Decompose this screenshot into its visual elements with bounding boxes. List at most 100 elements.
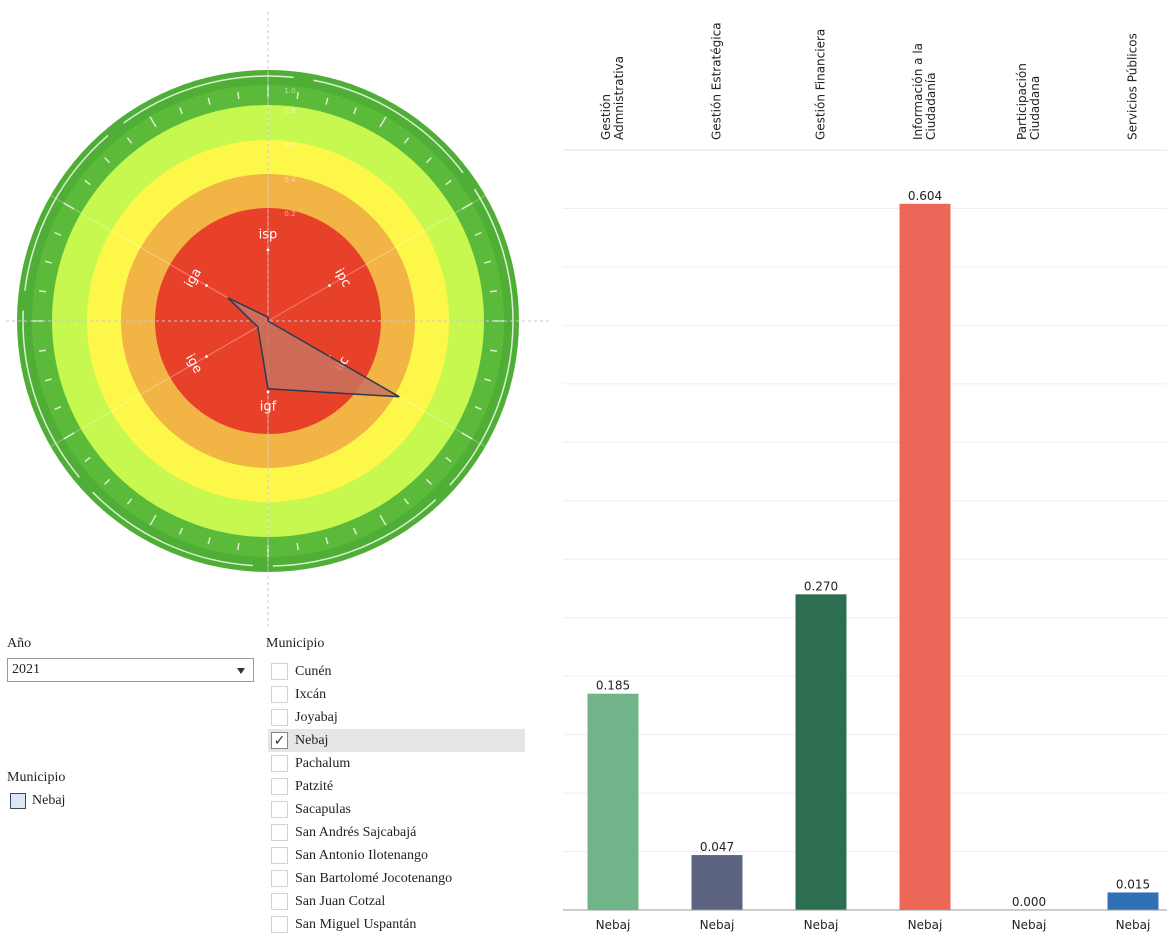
- municipio-option[interactable]: San Antonio Ilotenango: [268, 844, 525, 867]
- radar-tick: [461, 432, 473, 440]
- radar-tick: [126, 137, 133, 144]
- bar-1[interactable]: [691, 855, 743, 910]
- checkbox-icon[interactable]: [271, 709, 288, 726]
- bar-chart-svg: Gestión Admnistrativa 0.185 Nebaj Gestión Es…: [563, 22, 1167, 932]
- column-header-5: Servicios Públicos: [1126, 33, 1140, 140]
- radar-tick: [207, 537, 211, 545]
- radar-tick: [425, 478, 432, 485]
- bar-value-label-2: 0.270: [804, 579, 838, 593]
- radar-spoke: [50, 320, 269, 447]
- column-header-1: Gestión Estratégica: [710, 22, 724, 140]
- legend-title: Municipio: [7, 770, 66, 785]
- radar-tick: [403, 137, 410, 144]
- municipio-option[interactable]: Cunén: [268, 660, 525, 683]
- radar-scale-label: 0.4: [284, 176, 296, 184]
- radar-tick: [44, 378, 52, 382]
- radar-tick: [484, 378, 492, 382]
- radar-tick: [403, 498, 410, 505]
- bar-0[interactable]: [587, 693, 639, 910]
- radar-tick: [425, 157, 432, 164]
- checkbox-icon[interactable]: [271, 870, 288, 887]
- radar-spoke: [267, 195, 486, 322]
- checkbox-icon[interactable]: [271, 893, 288, 910]
- dropdown-caret-icon[interactable]: [237, 668, 245, 674]
- radar-tick: [126, 498, 133, 505]
- bar-value-label-3: 0.604: [908, 189, 942, 203]
- radar-axis-dot: [328, 284, 331, 287]
- radar-tick: [489, 349, 498, 352]
- radar-tick: [207, 97, 211, 105]
- municipio-option[interactable]: San Juan Cotzal: [268, 890, 525, 913]
- radar-tick: [38, 349, 47, 352]
- municipio-option-label: Joyabaj: [295, 709, 338, 725]
- bar-value-label-0: 0.185: [596, 679, 630, 693]
- municipio-option[interactable]: Joyabaj: [268, 706, 525, 729]
- radar-svg: ispipciicigfigeiga0.20.40.60.81.0: [6, 12, 552, 626]
- column-header-text: Información a la: [911, 43, 925, 140]
- bar-3[interactable]: [899, 203, 951, 911]
- municipio-option-label: San Bartolomé Jocotenango: [295, 870, 453, 886]
- radar-tick: [445, 456, 452, 463]
- radar-axis-dot: [266, 248, 270, 252]
- year-dropdown[interactable]: 2021: [7, 658, 254, 682]
- bar-chart: Gestión Admnistrativa 0.185 Nebaj Gestión Es…: [563, 0, 1167, 935]
- checkbox-icon[interactable]: [271, 778, 288, 795]
- municipio-option[interactable]: Sacapulas: [268, 798, 525, 821]
- radar-tick: [178, 527, 183, 535]
- municipio-option-label: Cunén: [295, 663, 332, 679]
- year-filter-label: Año: [7, 636, 32, 651]
- municipio-option[interactable]: San Bartolomé Jocotenango: [268, 867, 525, 890]
- municipio-option-label: Patzité: [295, 778, 334, 794]
- municipio-option-label: San Andrés Sajcabajá: [295, 824, 417, 840]
- checkbox-icon[interactable]: [271, 916, 288, 933]
- checkbox-icon[interactable]: [271, 801, 288, 818]
- column-header-2: Gestión Financiera: [814, 29, 828, 140]
- bar-x-label-2: Nebaj: [804, 918, 839, 932]
- checkbox-icon[interactable]: [271, 686, 288, 703]
- municipio-option[interactable]: San Miguel Uspantán: [268, 913, 525, 935]
- legend-item[interactable]: Nebaj: [10, 792, 65, 810]
- checkbox-icon[interactable]: [271, 847, 288, 864]
- radar-tick: [484, 260, 492, 264]
- radar-tick: [44, 260, 52, 264]
- radar-axis-dot: [205, 284, 208, 287]
- radar-tick: [296, 542, 299, 551]
- bar-value-label-4: 0.000: [1012, 895, 1046, 909]
- column-header-text: Gestión: [599, 94, 613, 140]
- radar-scale-label: 0.8: [284, 107, 295, 115]
- bar-5[interactable]: [1107, 892, 1159, 910]
- bar-value-label-1: 0.047: [700, 840, 734, 854]
- checkbox-icon[interactable]: [271, 824, 288, 841]
- radar-tick: [379, 514, 387, 526]
- column-header-text: Admnistrativa: [612, 56, 626, 140]
- radar-tick: [149, 116, 157, 128]
- radar-tick: [63, 202, 75, 210]
- bar-2[interactable]: [795, 594, 847, 910]
- radar-tick: [54, 231, 62, 236]
- radar-tick: [237, 542, 240, 551]
- radar-tick: [379, 116, 387, 128]
- radar-tick: [474, 231, 482, 236]
- checkbox-icon[interactable]: [271, 755, 288, 772]
- radar-data-polygon[interactable]: [227, 297, 400, 398]
- municipio-option-label: San Antonio Ilotenango: [295, 847, 428, 863]
- municipio-option[interactable]: Pachalum: [268, 752, 525, 775]
- municipio-option-label: Ixcán: [295, 686, 327, 702]
- municipio-option[interactable]: San Andrés Sajcabajá: [268, 821, 525, 844]
- checkbox-icon[interactable]: [271, 663, 288, 680]
- radar-chart[interactable]: ispipciicigfigeiga0.20.40.60.81.0: [0, 0, 552, 628]
- column-header-text: Participación: [1015, 63, 1029, 140]
- radar-tick: [353, 527, 358, 535]
- bar-x-label-3: Nebaj: [908, 918, 943, 932]
- radar-tick: [474, 406, 482, 411]
- municipio-option[interactable]: Patzité: [268, 775, 525, 798]
- bar-x-label-1: Nebaj: [700, 918, 735, 932]
- municipio-checkbox-list[interactable]: Cunén Ixcán Joyabaj ✓ Nebaj Pachalum Patzité Sa…: [268, 660, 525, 935]
- checkbox-checked-icon[interactable]: ✓: [271, 732, 288, 749]
- bar-value-label-5: 0.015: [1116, 877, 1150, 891]
- bar-x-label-4: Nebaj: [1012, 918, 1047, 932]
- radar-axis-dot: [266, 390, 270, 394]
- municipio-option[interactable]: ✓ Nebaj: [268, 729, 525, 752]
- municipio-option[interactable]: Ixcán: [268, 683, 525, 706]
- municipio-option-label: Nebaj: [295, 732, 329, 748]
